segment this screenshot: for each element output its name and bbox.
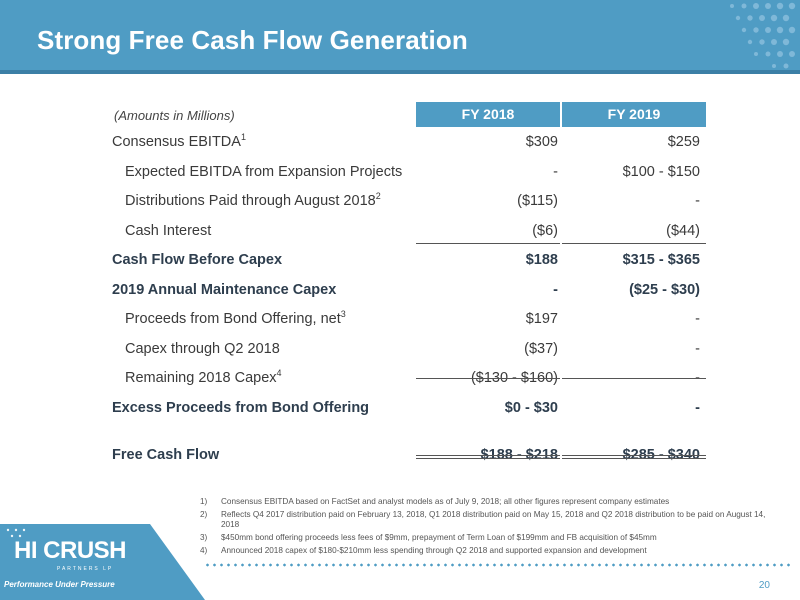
table-row: 2019 Annual Maintenance Capex - ($25 - $…	[110, 275, 706, 305]
page-number: 20	[758, 580, 770, 591]
subtotal-rule-fy2019	[562, 243, 706, 244]
subtotal-rule-fy2018	[416, 378, 560, 379]
table-row: Expected EBITDA from Expansion Projects …	[110, 157, 706, 187]
dotted-divider	[204, 563, 794, 567]
fy2018-value: $309	[525, 134, 558, 150]
table-header-row: (Amounts in Millions) FY 2018 FY 2019	[110, 102, 706, 127]
subtotal-rule-fy2018	[416, 243, 560, 244]
fy2018-value: -	[553, 163, 558, 180]
fy2019-value: $100 - $150	[622, 163, 700, 180]
footnote: 3) $450mm bond offering proceeds less fee…	[200, 533, 657, 542]
fy2019-value: ($25 - $30)	[629, 281, 700, 298]
table-row: Excess Proceeds from Bond Offering $0 - …	[110, 393, 706, 423]
table-row: Proceeds from Bond Offering, net3 $197 -	[110, 304, 706, 334]
table-row: Cash Interest ($6) ($44)	[110, 216, 706, 246]
spacer-row	[110, 422, 706, 440]
table-row: Distributions Paid through August 20182 …	[110, 186, 706, 216]
fy2019-value: -	[695, 311, 700, 327]
column-header-fy2018: FY 2018	[416, 102, 560, 127]
logo-tagline: Performance Under Pressure	[4, 580, 115, 589]
fy2019-value: -	[695, 193, 700, 209]
row-label: 2019 Annual Maintenance Capex	[112, 281, 337, 298]
footnote: 4) Announced 2018 capex of $180-$210mm le…	[200, 546, 647, 555]
cash-flow-table: (Amounts in Millions) FY 2018 FY 2019 Co…	[110, 102, 706, 470]
footnote: 2) Reflects Q4 2017 distribution paid on …	[200, 510, 766, 529]
slide-title: Strong Free Cash Flow Generation	[37, 25, 468, 55]
logo-background-shape	[0, 524, 205, 600]
company-logo: HI CRUSH	[14, 537, 127, 564]
row-label: Expected EBITDA from Expansion Projects	[125, 163, 403, 180]
row-label: Free Cash Flow	[112, 447, 220, 463]
fy2019-value: -	[695, 399, 700, 416]
table-row: Consensus EBITDA1 $309 $259	[110, 127, 706, 157]
fy2018-value: $197	[525, 311, 558, 327]
footnotes: 1) Consensus EBITDA based on FactSet and …	[200, 497, 780, 559]
amounts-note: (Amounts in Millions)	[114, 108, 235, 123]
row-label: Consensus EBITDA1	[112, 132, 246, 150]
table-row: Cash Flow Before Capex $188 $315 - $365	[110, 245, 706, 275]
fy2018-value: -	[553, 281, 558, 298]
fy2018-value: $188	[525, 252, 558, 268]
total-double-rule-fy2018	[416, 455, 560, 459]
fy2018-value: ($6)	[532, 222, 558, 239]
row-label: Excess Proceeds from Bond Offering	[112, 399, 370, 416]
fy2019-value: $259	[667, 134, 700, 150]
subtotal-rule-fy2019	[562, 378, 706, 379]
row-label: Cash Flow Before Capex	[112, 252, 283, 268]
header-bar: Strong Free Cash Flow Generation	[0, 0, 800, 74]
row-label: Remaining 2018 Capex4	[125, 368, 282, 386]
column-header-fy2019: FY 2019	[562, 102, 706, 127]
fy2019-value: -	[695, 340, 700, 357]
fy2018-value: $0 - $30	[504, 399, 558, 416]
fy2019-value: $315 - $365	[622, 252, 700, 268]
logo-subtitle: PARTNERS LP	[57, 566, 114, 572]
total-double-rule-fy2019	[562, 455, 706, 459]
fy2018-value: ($37)	[524, 340, 558, 357]
row-label: Cash Interest	[125, 222, 212, 239]
decorative-dots-pattern	[730, 2, 796, 69]
row-label: Distributions Paid through August 20182	[125, 191, 381, 209]
fy2018-value: ($115)	[517, 193, 558, 209]
row-label: Proceeds from Bond Offering, net3	[125, 309, 346, 327]
fy2019-value: ($44)	[666, 222, 700, 239]
row-label: Capex through Q2 2018	[125, 340, 280, 357]
footnote: 1) Consensus EBITDA based on FactSet and …	[200, 497, 670, 506]
table-row: Capex through Q2 2018 ($37) -	[110, 334, 706, 364]
table-row: Free Cash Flow $188 - $218 $285 - $340	[110, 440, 706, 470]
